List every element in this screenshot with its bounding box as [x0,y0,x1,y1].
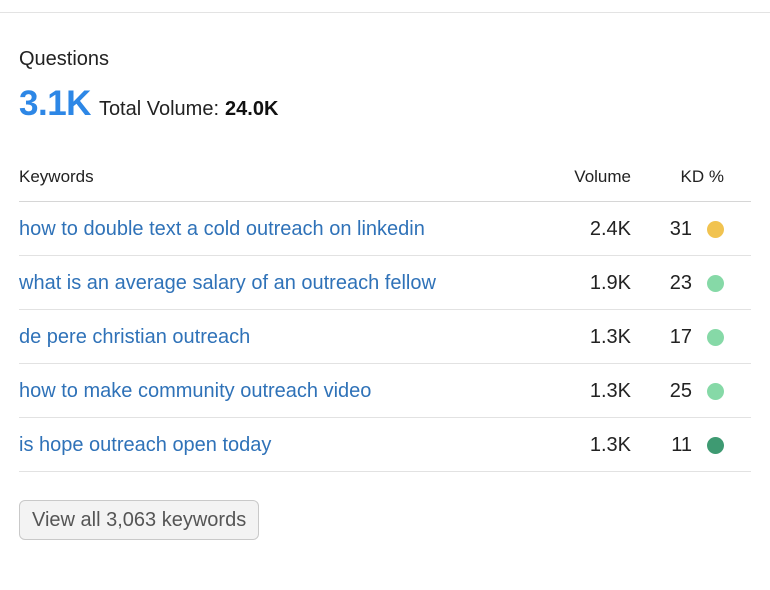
view-all-keywords-button[interactable]: View all 3,063 keywords [19,500,260,540]
column-header-kd: KD % [680,167,724,186]
kd-value: 31 [669,218,692,240]
keyword-link[interactable]: is hope outreach open today [19,434,272,456]
table-row: is hope outreach open today 1.3K 11 [19,418,751,472]
table-row: de pere christian outreach 1.3K 17 [19,310,751,364]
volume-value: 2.4K [589,218,631,240]
table-row: how to make community outreach video 1.3… [19,364,751,418]
kd-value: 23 [669,272,692,294]
kd-indicator-icon [707,275,724,292]
questions-widget: Questions 3.1K Total Volume: 24.0K Keywo… [19,0,751,590]
kd-value: 11 [671,434,692,456]
total-volume-value: 24.0K [225,98,279,120]
keyword-link[interactable]: how to double text a cold outreach on li… [19,218,425,240]
section-title: Questions [19,48,110,70]
volume-value: 1.9K [589,272,631,294]
volume-value: 1.3K [589,326,631,348]
questions-count: 3.1K [19,84,91,123]
table-row: how to double text a cold outreach on li… [19,202,751,256]
kd-indicator-icon [707,221,724,238]
kd-indicator-icon [707,383,724,400]
column-header-keywords: Keywords [19,167,94,186]
volume-value: 1.3K [589,380,631,402]
keywords-table: Keywords Volume KD % how to double text … [19,149,751,472]
kd-value: 17 [669,326,692,348]
kd-indicator-icon [707,329,724,346]
column-header-volume: Volume [574,167,631,186]
keyword-link[interactable]: how to make community outreach video [19,380,372,402]
summary: 3.1K Total Volume: 24.0K [19,84,278,126]
table-row: what is an average salary of an outreach… [19,256,751,310]
keyword-link[interactable]: de pere christian outreach [19,326,251,348]
table-header: Keywords Volume KD % [19,149,751,202]
kd-value: 25 [669,380,692,402]
kd-indicator-icon [707,437,724,454]
total-volume-label: Total Volume: [98,98,220,120]
keyword-link[interactable]: what is an average salary of an outreach… [19,272,436,294]
top-divider [0,12,770,13]
volume-value: 1.3K [589,434,631,456]
